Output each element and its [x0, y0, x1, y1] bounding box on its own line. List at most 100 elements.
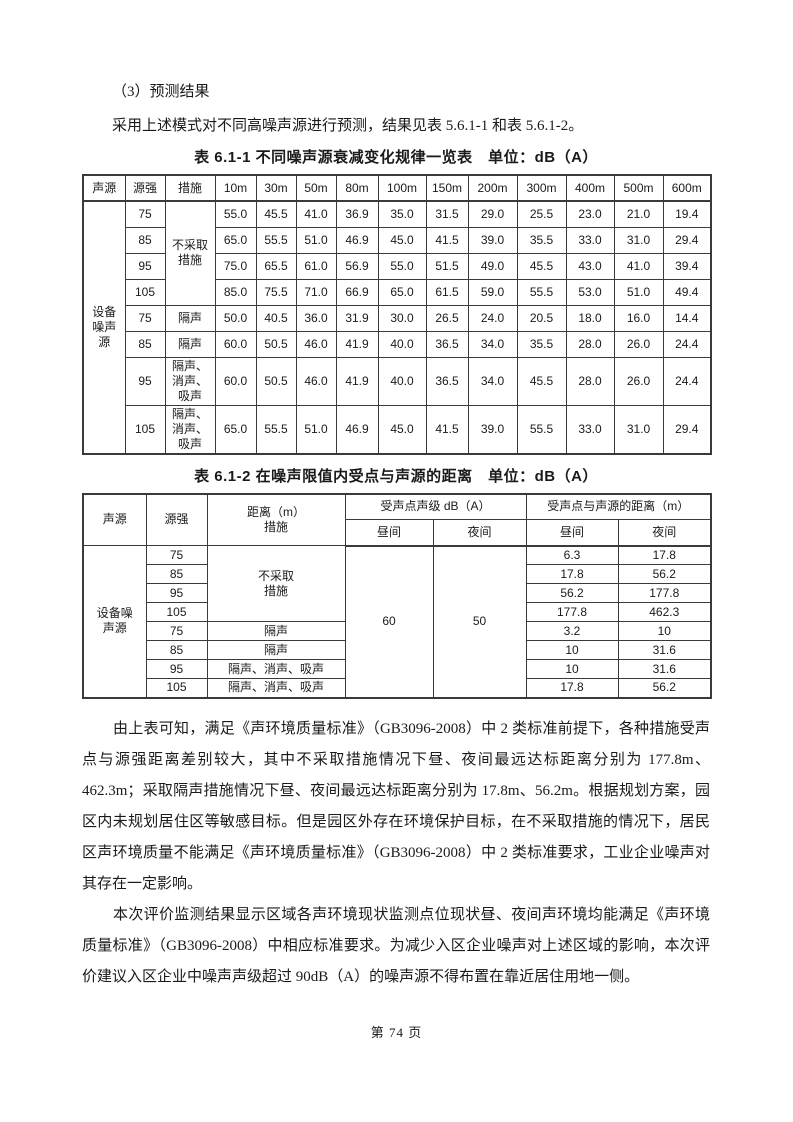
table-cell: 41.5	[425, 404, 469, 454]
table-cell: 36.5	[425, 330, 469, 358]
measure-cell: 不采取 措施	[164, 200, 216, 306]
table-cell: 85.0	[214, 278, 257, 306]
table-cell: 46.9	[335, 226, 379, 254]
column-header: 200m	[467, 174, 518, 202]
table-cell: 41.9	[335, 356, 379, 406]
table-cell: 75	[124, 304, 166, 332]
table-cell: 95	[145, 583, 208, 603]
column-header: 400m	[565, 174, 615, 202]
table-cell: 3.2	[525, 621, 619, 641]
table-cell: 40.0	[377, 330, 427, 358]
table-cell: 55.0	[377, 252, 427, 280]
table-cell: 23.0	[565, 200, 615, 228]
column-header: 措施	[164, 174, 216, 202]
table-row: 85 65.0 55.5 51.0 46.9 45.0 41.5 39.0 35…	[83, 226, 712, 254]
table-cell: 41.0	[613, 252, 664, 280]
table-row: 105 隔声、消声、吸声 17.8 56.2	[83, 678, 712, 698]
table-cell: 14.4	[662, 304, 712, 332]
table-cell: 34.0	[467, 330, 518, 358]
table-cell: 16.0	[613, 304, 664, 332]
night-level-cell: 50	[432, 545, 527, 698]
table-cell: 50.5	[255, 330, 297, 358]
measure-cell: 隔声	[164, 330, 216, 358]
table-cell: 20.5	[516, 304, 567, 332]
table-cell: 56.2	[617, 678, 712, 698]
table-cell: 59.0	[467, 278, 518, 306]
table-row: 95 56.2 177.8	[83, 583, 712, 603]
table-cell: 50.0	[214, 304, 257, 332]
page-number: 第 74 页	[370, 1025, 423, 1040]
table-cell: 21.0	[613, 200, 664, 228]
table-cell: 31.9	[335, 304, 379, 332]
table1-title: 表 6.1-1 不同噪声源衰减变化规律一览表 单位：dB（A）	[194, 149, 598, 166]
column-header: 距离（m） 措施	[206, 493, 346, 546]
table-cell: 41.9	[335, 330, 379, 358]
table-cell: 24.0	[467, 304, 518, 332]
group-header-level: 受声点声级 dB（A）	[344, 493, 527, 520]
table-row: 95 75.0 65.5 61.0 56.9 55.0 51.5 49.0 45…	[83, 252, 712, 280]
table-cell: 30.0	[377, 304, 427, 332]
table-cell: 39.0	[467, 226, 518, 254]
table-cell: 18.0	[565, 304, 615, 332]
measure-cell: 隔声、 消声、 吸声	[164, 356, 216, 406]
table-cell: 19.4	[662, 200, 712, 228]
table-cell: 56.9	[335, 252, 379, 280]
table-cell: 29.4	[662, 404, 712, 454]
table-cell: 49.0	[467, 252, 518, 280]
table-cell: 17.8	[617, 545, 712, 565]
table-cell: 34.0	[467, 356, 518, 406]
table-cell: 49.4	[662, 278, 712, 306]
table-cell: 46.0	[295, 356, 337, 406]
table-cell: 177.8	[617, 583, 712, 603]
table-cell: 31.0	[613, 404, 664, 454]
table-cell: 43.0	[565, 252, 615, 280]
table-cell: 95	[145, 659, 208, 679]
table-cell: 46.0	[295, 330, 337, 358]
table-cell: 65.0	[214, 404, 257, 454]
table-cell: 39.0	[467, 404, 518, 454]
table-cell: 35.5	[516, 330, 567, 358]
table-cell: 31.6	[617, 659, 712, 679]
table-cell: 60.0	[214, 356, 257, 406]
table-cell: 26.0	[613, 330, 664, 358]
table-cell: 56.2	[617, 564, 712, 584]
table-cell: 25.5	[516, 200, 567, 228]
table-cell: 75.0	[214, 252, 257, 280]
table-cell: 56.2	[525, 583, 619, 603]
table-row: 105 隔声、 消声、 吸声 65.0 55.5 51.0 46.9 45.0 …	[83, 404, 712, 454]
table-cell: 39.4	[662, 252, 712, 280]
table-cell: 51.0	[295, 226, 337, 254]
table-cell: 26.0	[613, 356, 664, 406]
table-cell: 28.0	[565, 356, 615, 406]
section-heading: （3）预测结果	[112, 84, 210, 100]
table-cell: 33.0	[565, 404, 615, 454]
table-cell: 71.0	[295, 278, 337, 306]
table-row: 105 85.0 75.5 71.0 66.9 65.0 61.5 59.0 5…	[83, 278, 712, 306]
table-cell: 61.5	[425, 278, 469, 306]
table-cell: 60.0	[214, 330, 257, 358]
table-cell: 35.0	[377, 200, 427, 228]
table-cell: 65.5	[255, 252, 297, 280]
table-cell: 45.0	[377, 404, 427, 454]
table-cell: 55.5	[516, 278, 567, 306]
table-cell: 41.0	[295, 200, 337, 228]
analysis-paragraph: 由上表可知，满足《声环境质量标准》（GB3096-2008）中 2 类标准前提下…	[82, 720, 710, 892]
table-cell: 55.5	[255, 226, 297, 254]
table-cell: 46.9	[335, 404, 379, 454]
measure-cell: 隔声	[206, 640, 346, 660]
conclusion-paragraph: 本次评价监测结果显示区域各声环境现状监测点位现状昼、夜间声环境均能满足《声环境质…	[82, 906, 710, 985]
page-content: （3）预测结果 采用上述模式对不同高噪声源进行预测，结果见表 5.6.1-1 和…	[82, 82, 712, 993]
table-cell: 75.5	[255, 278, 297, 306]
table-cell: 17.8	[525, 678, 619, 698]
table-cell: 65.0	[214, 226, 257, 254]
table-row: 设备 噪声 源 75 不采取 措施 55.0 45.5 41.0 36.9 35…	[82, 200, 712, 454]
measure-cell: 不采取 措施	[206, 545, 346, 622]
table-limit-distance: 声源 源强 距离（m） 措施 受声点声级 dB（A） 受声点与声源的距离（m） …	[82, 492, 712, 699]
table-cell: 66.9	[335, 278, 379, 306]
table-cell: 35.5	[516, 226, 567, 254]
column-header: 夜间	[432, 519, 527, 547]
intro-paragraph: 采用上述模式对不同高噪声源进行预测，结果见表 5.6.1-1 和表 5.6.1-…	[112, 118, 584, 134]
table-cell: 31.5	[425, 200, 469, 228]
measure-cell: 隔声、 消声、 吸声	[164, 404, 216, 454]
